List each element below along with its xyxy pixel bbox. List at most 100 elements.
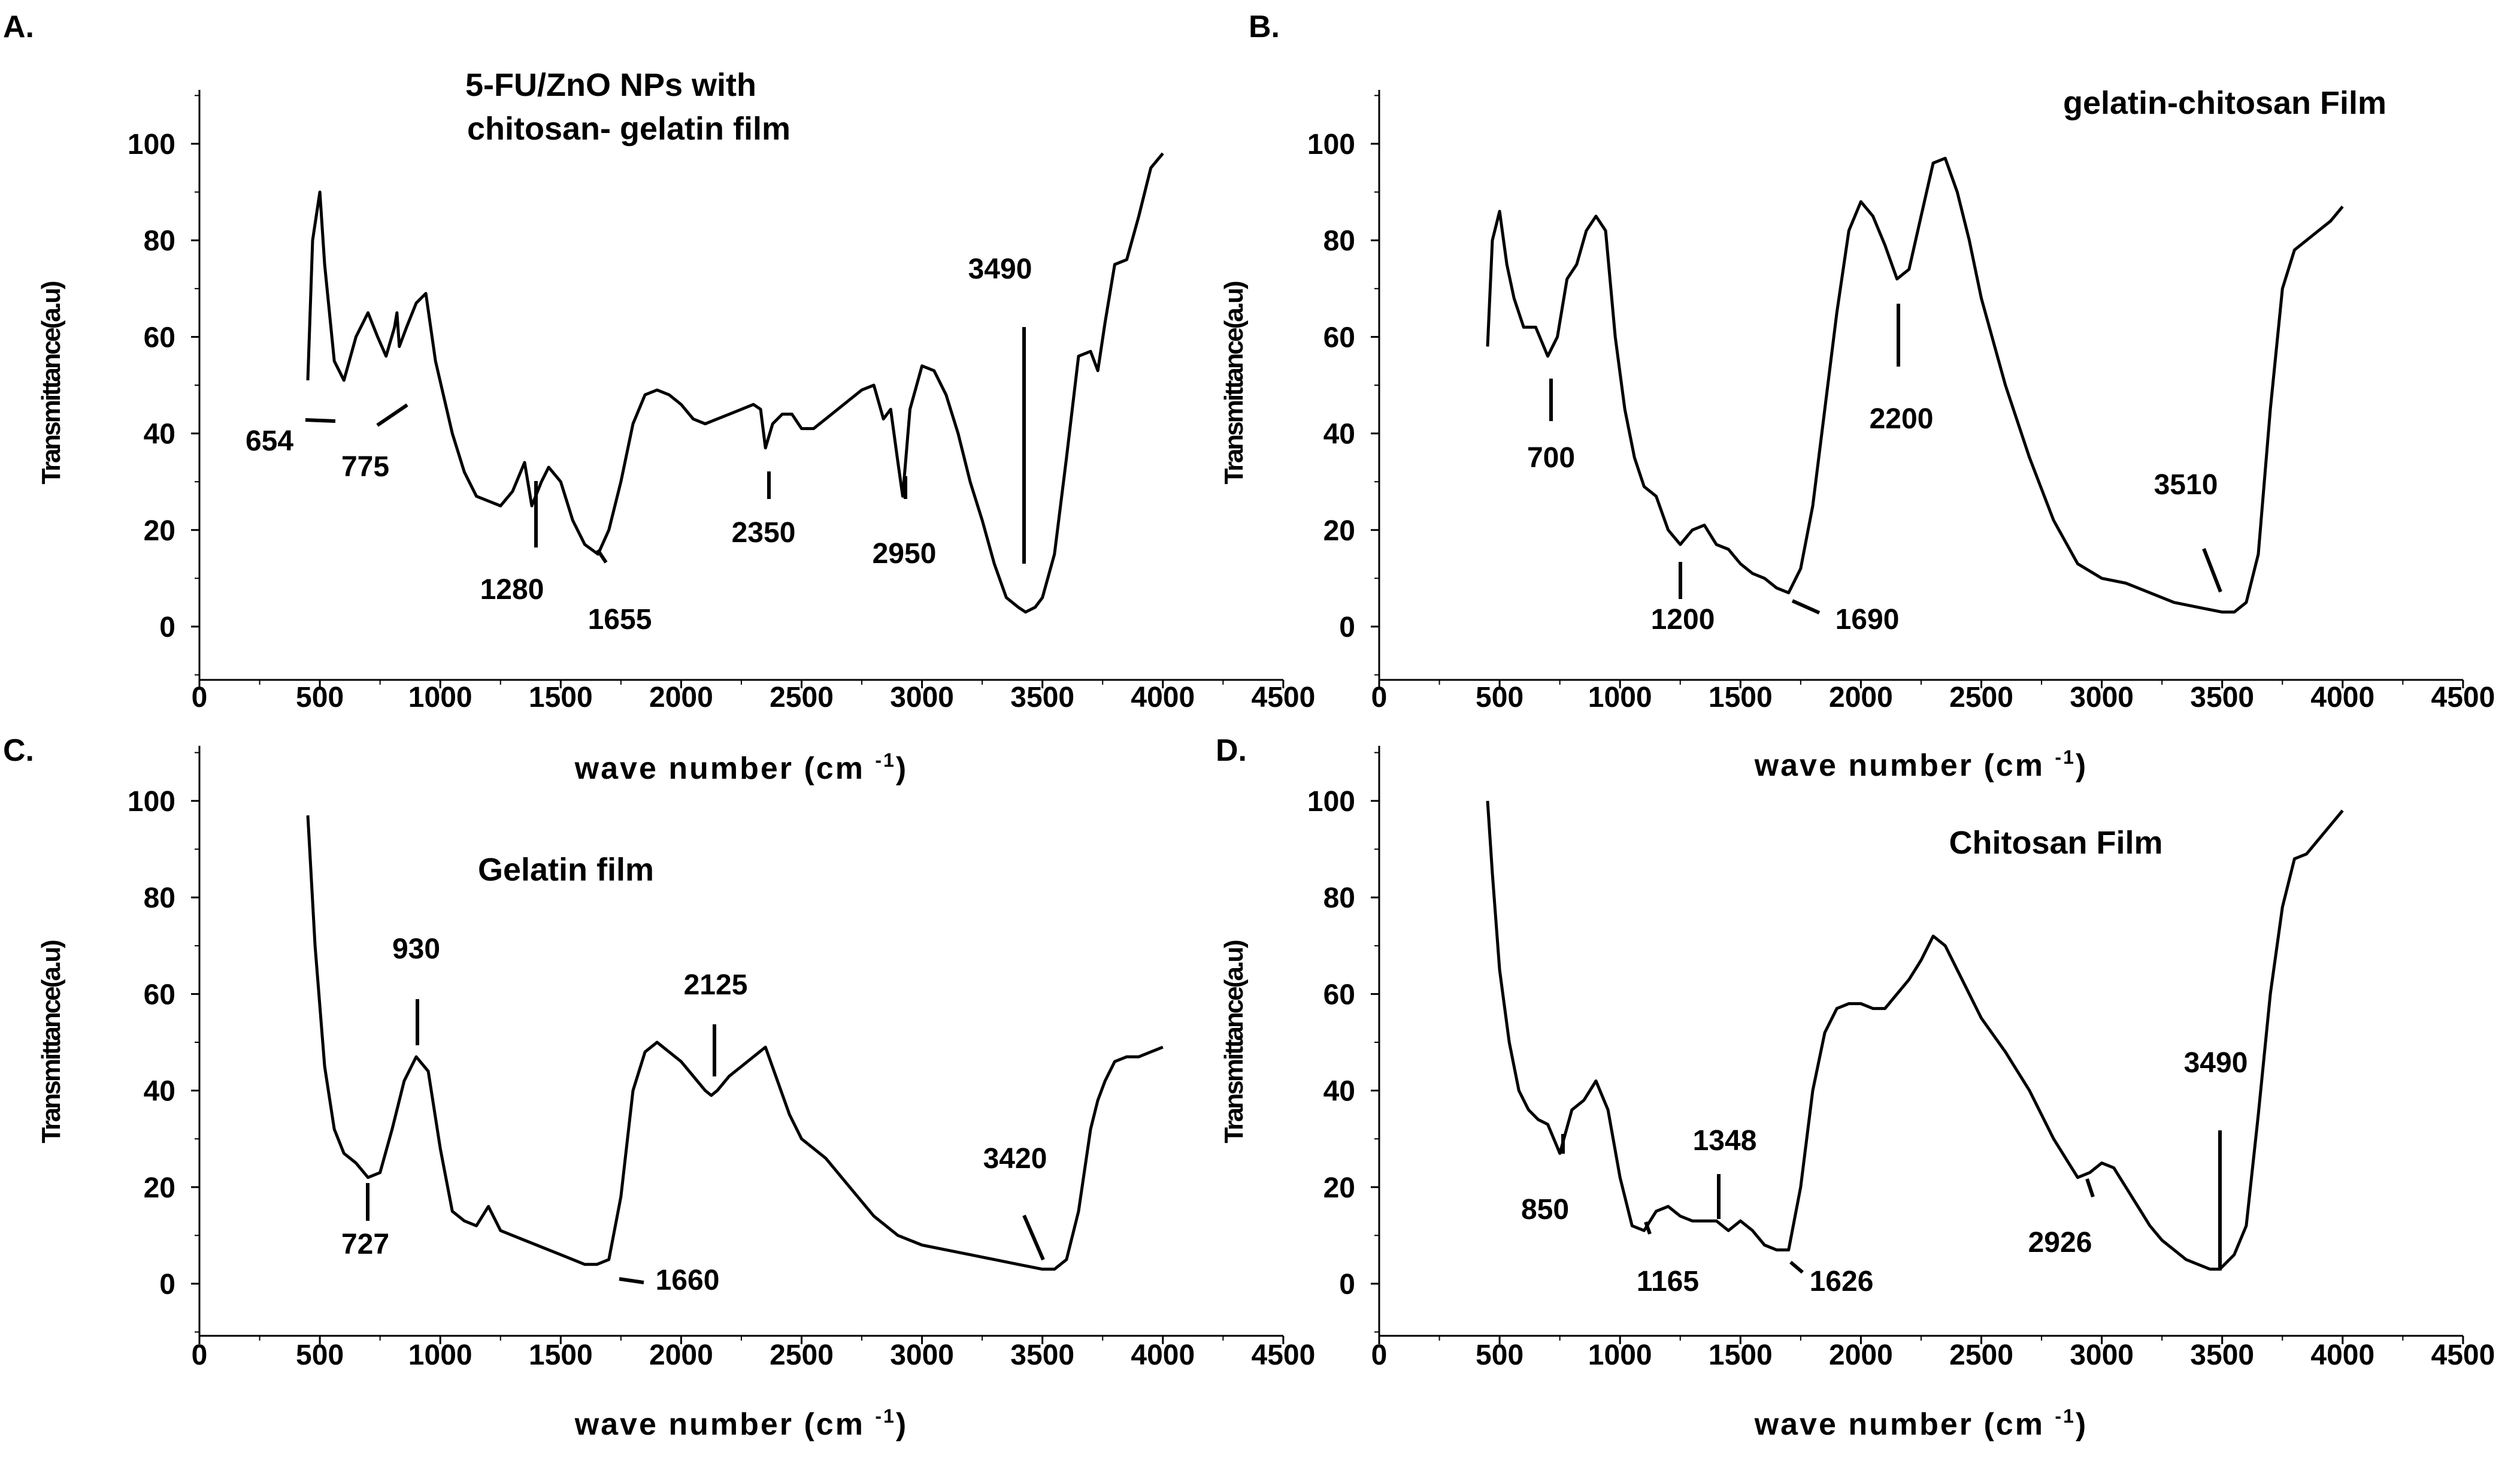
x-tick-label: 2000 <box>1829 1339 1893 1371</box>
annotation-label: 1165 <box>1637 1266 1699 1297</box>
y-tick-label: 80 <box>1323 882 1355 914</box>
y-tick-label: 100 <box>128 129 175 161</box>
annotation-label: 3420 <box>983 1143 1047 1175</box>
x-tick-label: 3000 <box>2070 682 2134 713</box>
series-line <box>306 152 1164 614</box>
chart-title: Chitosan Film <box>1949 825 2162 861</box>
series-line <box>1486 156 2344 614</box>
annotation-label: 3510 <box>2154 469 2218 501</box>
y-tick-label: 60 <box>1323 979 1355 1011</box>
x-tick-label: 4500 <box>1252 682 1316 713</box>
annotation-marker <box>1791 599 1821 615</box>
x-tick-label: 3500 <box>2190 1339 2254 1371</box>
annotation-label: 2350 <box>732 517 796 549</box>
annotation-label: 2926 <box>2028 1227 2092 1259</box>
panel-label: B. <box>1249 10 1280 44</box>
annotation-marker <box>1022 1214 1045 1261</box>
chart-title: 5-FU/ZnO NPs with <box>465 67 756 103</box>
x-axis-title: wave number (cm -1) <box>574 749 908 786</box>
annotation-label: 2125 <box>684 969 748 1001</box>
annotation-label: 930 <box>392 933 440 965</box>
annotation-marker <box>2085 1178 2095 1197</box>
x-tick-label: 0 <box>192 682 208 713</box>
chart-title: Gelatin film <box>478 852 654 888</box>
y-tick-label: 20 <box>144 1172 175 1204</box>
x-tick-label: 2500 <box>1949 682 2013 713</box>
x-axis-title: wave number (cm -1) <box>1754 1405 2088 1442</box>
x-tick-label: 1500 <box>1709 682 1773 713</box>
panel-label: C. <box>3 733 34 768</box>
y-tick-label: 80 <box>1323 225 1355 257</box>
x-tick-label: 4500 <box>2431 1339 2495 1371</box>
y-tick-label: 20 <box>144 515 175 547</box>
y-tick-label: 100 <box>1307 786 1355 818</box>
x-tick-label: 500 <box>1476 682 1523 713</box>
x-tick-label: 0 <box>1371 1339 1388 1371</box>
annotation-label: 1626 <box>1810 1266 1874 1297</box>
annotation-label: 1280 <box>480 574 544 606</box>
annotation-label: 2200 <box>1870 403 1934 435</box>
x-tick-label: 4000 <box>1131 682 1195 713</box>
x-tick-label: 0 <box>192 1339 208 1371</box>
y-tick-label: 100 <box>1307 129 1355 161</box>
y-tick-label: 40 <box>1323 1076 1355 1108</box>
x-tick-label: 2000 <box>649 1339 713 1371</box>
x-tick-label: 2000 <box>1829 682 1893 713</box>
x-axis-title: wave number (cm -1) <box>1754 746 2088 783</box>
annotation-label: 850 <box>1521 1194 1569 1226</box>
x-tick-label: 500 <box>296 682 344 713</box>
annotation-marker <box>1789 1260 1804 1274</box>
y-tick-label: 0 <box>159 612 175 643</box>
x-tick-label: 3000 <box>890 1339 954 1371</box>
annotation-label: 1348 <box>1693 1125 1757 1157</box>
y-axis-title: Transmittance(a.u) <box>1219 940 1249 1144</box>
y-axis-title: Transmittance(a.u) <box>37 282 66 485</box>
y-axis-title: Transmittance(a.u) <box>37 940 66 1144</box>
annotation-marker <box>305 418 336 423</box>
y-tick-label: 60 <box>1323 322 1355 353</box>
panel-label: D. <box>1216 733 1247 768</box>
y-tick-label: 20 <box>1323 1172 1355 1204</box>
chart-title: gelatin-chitosan Film <box>2063 85 2386 121</box>
x-tick-label: 2000 <box>649 682 713 713</box>
annotation-label: 654 <box>246 425 293 457</box>
x-tick-label: 3500 <box>1010 682 1074 713</box>
annotation-marker <box>619 1277 644 1284</box>
x-tick-label: 4000 <box>2310 1339 2374 1371</box>
x-tick-label: 1500 <box>529 682 593 713</box>
y-tick-label: 0 <box>1339 612 1355 643</box>
y-axis-title: Transmittance(a.u) <box>1219 282 1249 485</box>
panel-label: A. <box>3 10 34 44</box>
x-tick-label: 2500 <box>770 682 834 713</box>
annotation-label: 727 <box>341 1229 389 1260</box>
x-tick-label: 1500 <box>1709 1339 1773 1371</box>
x-tick-label: 1000 <box>1588 682 1652 713</box>
y-tick-label: 100 <box>128 786 175 818</box>
series-line <box>1486 800 2344 1271</box>
annotation-marker <box>596 549 608 564</box>
y-tick-label: 20 <box>1323 515 1355 547</box>
y-tick-label: 0 <box>159 1269 175 1300</box>
x-tick-label: 1000 <box>408 682 472 713</box>
annotation-marker <box>2202 548 2222 593</box>
y-tick-label: 40 <box>144 1076 175 1108</box>
y-tick-label: 40 <box>1323 419 1355 450</box>
annotation-label: 3490 <box>968 253 1032 285</box>
x-tick-label: 3500 <box>1010 1339 1074 1371</box>
annotation-label: 700 <box>1527 442 1575 474</box>
x-axis-title: wave number (cm -1) <box>574 1405 908 1442</box>
chart-title: chitosan- gelatin film <box>467 111 790 147</box>
x-tick-label: 4000 <box>2310 682 2374 713</box>
annotation-label: 1200 <box>1651 604 1715 636</box>
x-tick-label: 500 <box>1476 1339 1523 1371</box>
annotation-marker <box>376 403 408 427</box>
y-tick-label: 60 <box>144 979 175 1011</box>
x-tick-label: 4000 <box>1131 1339 1195 1371</box>
annotation-label: 1660 <box>656 1265 720 1296</box>
annotation-label: 1655 <box>588 604 652 636</box>
x-tick-label: 4500 <box>1252 1339 1316 1371</box>
y-tick-label: 80 <box>144 882 175 914</box>
x-tick-label: 500 <box>296 1339 344 1371</box>
